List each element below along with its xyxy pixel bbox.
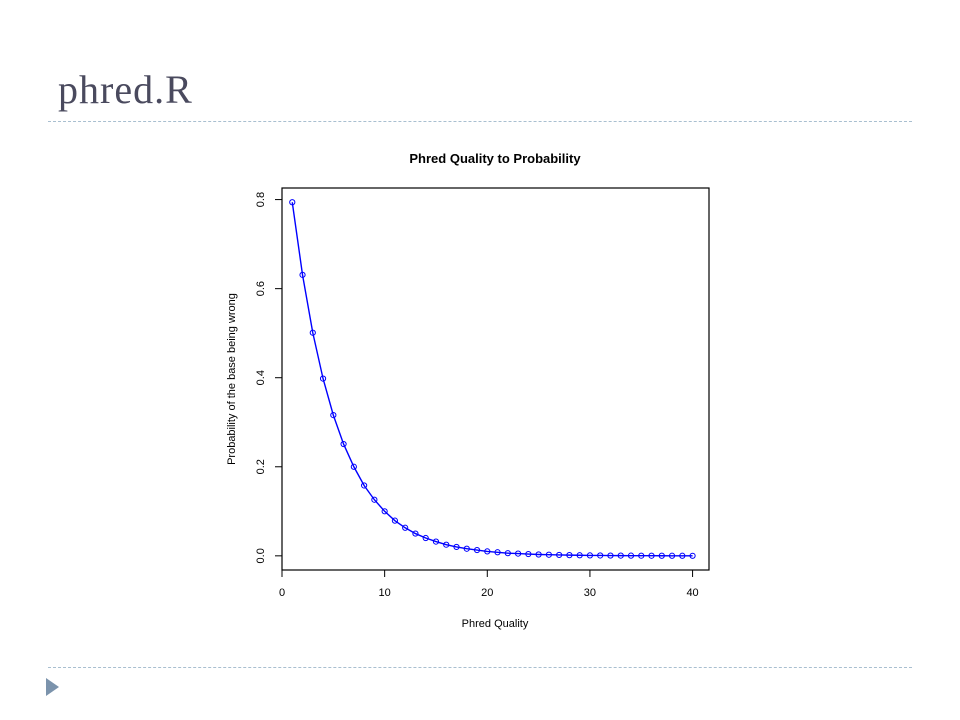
- series-layer: [289, 199, 696, 559]
- data-point: [289, 199, 296, 206]
- data-point: [319, 375, 327, 382]
- data-point: [422, 534, 429, 542]
- data-point: [627, 552, 635, 559]
- y-tick-label: 0.2: [255, 459, 267, 474]
- data-point: [679, 552, 686, 559]
- data-point: [607, 552, 614, 559]
- data-point: [371, 496, 378, 503]
- x-tick-label: 0: [279, 587, 285, 599]
- data-point: [597, 552, 604, 559]
- data-point: [299, 271, 306, 278]
- data-point: [668, 552, 676, 559]
- y-tick-label: 0.8: [255, 192, 267, 207]
- y-tick-label: 0.0: [255, 548, 267, 563]
- data-point: [576, 552, 583, 559]
- data-point: [330, 412, 337, 419]
- bullet-triangle-icon: [46, 678, 59, 696]
- x-axis-label: Phred Quality: [462, 618, 529, 630]
- data-point: [432, 538, 440, 545]
- data-point: [556, 551, 563, 559]
- y-axis-label: Probability of the base being wrong: [226, 293, 238, 465]
- data-point: [525, 550, 532, 558]
- data-point: [453, 543, 460, 551]
- data-point: [648, 552, 655, 559]
- plot-frame: [281, 187, 710, 571]
- slide-title: phred.R: [58, 67, 193, 112]
- data-point: [638, 552, 645, 559]
- data-point: [381, 508, 388, 515]
- data-point: [309, 329, 316, 336]
- data-point: [617, 552, 624, 559]
- y-tick-label: 0.4: [255, 370, 267, 385]
- title-divider: [48, 121, 912, 122]
- x-tick-label: 30: [584, 587, 596, 599]
- data-point: [350, 463, 357, 470]
- data-point: [514, 550, 522, 557]
- data-point: [658, 552, 665, 559]
- data-point: [484, 548, 491, 555]
- data-point: [566, 552, 573, 559]
- data-point: [412, 530, 419, 537]
- y-tick-label: 0.6: [255, 281, 267, 296]
- data-point: [473, 546, 481, 554]
- y-axis: 0.0 0.2 0.4 0.6 0.8: [255, 192, 283, 563]
- data-point: [535, 551, 542, 558]
- data-point: [689, 552, 696, 559]
- data-point: [391, 517, 399, 524]
- data-point: [586, 552, 594, 559]
- x-tick-label: 20: [481, 587, 493, 599]
- chart-title: Phred Quality to Probability: [409, 151, 581, 166]
- data-point: [504, 550, 511, 557]
- data-point: [494, 549, 501, 556]
- x-tick-label: 10: [379, 587, 391, 599]
- data-point: [361, 482, 368, 489]
- data-point: [443, 541, 450, 548]
- data-point: [463, 545, 470, 552]
- data-point: [545, 551, 552, 558]
- data-point: [340, 440, 347, 448]
- data-point: [402, 524, 409, 531]
- x-axis: 0 10 20 30 40: [279, 569, 699, 599]
- series-line: [291, 202, 693, 557]
- footer-divider: [48, 667, 912, 668]
- x-tick-label: 40: [686, 587, 698, 599]
